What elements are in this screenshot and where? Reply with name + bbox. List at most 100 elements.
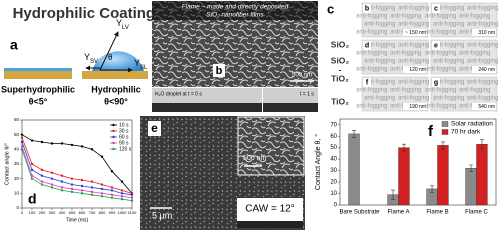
tile-text: anti-fogging [433,43,464,49]
data-point [130,193,134,196]
legend-marker [112,147,115,151]
water-film [4,68,72,71]
legend-label: Solar radiation [451,121,493,128]
frame-substrate [152,103,262,112]
error-bar [352,130,357,138]
legend-marker [112,141,115,145]
error-bar [469,164,474,173]
x-tick-label: 300 [49,210,56,215]
tile-text: anti-fogging [467,80,498,86]
legend-marker [112,135,115,139]
data-point [90,148,94,151]
symbol: Y [134,58,140,68]
y-tick-label: 50 [14,132,20,137]
tile-text: anti-fogging [398,59,429,65]
data-point [50,177,54,180]
tile-text: anti-fogging [356,14,387,20]
panel-title: Hydrophilic Coatings [13,5,164,22]
data-line [21,134,133,194]
caption: Flame – made and directly deposited [182,4,289,11]
data-point [20,133,24,136]
data-point [30,177,34,180]
row-label: TiO₂ [331,96,349,106]
error-bar [440,141,445,150]
error-bar [479,139,484,150]
x-tick-label: 500 [69,210,76,215]
data-point [80,189,84,192]
y-tick-label: 70 [330,122,337,128]
state-condition: θ<90° [104,96,128,106]
label-box [432,78,440,87]
data-point [80,145,84,148]
substrate [82,71,148,79]
x-tick-label: 400 [59,210,66,215]
error-bar [430,185,435,193]
tile-text: anti-fogging [467,43,498,49]
data-point [100,183,104,186]
legend-label: 120 s [119,146,132,152]
tile-text: anti-fogging [433,96,464,102]
symbol: Y [116,18,122,28]
row-label: SiO₂ [331,55,350,65]
subscript: LV [122,25,129,31]
data-point [20,148,24,151]
data-line [21,141,133,196]
data-point [90,180,94,183]
x-axis-label: Time (ms) [66,217,89,223]
contact-angle: CAW = 12° [245,204,294,215]
tile-text: anti-fogging [459,51,490,57]
data-point [70,143,74,147]
x-tick-label: Flame B [426,210,448,216]
label-box [432,4,440,13]
y-tick-label: 60 [330,134,337,140]
data-line [21,149,133,202]
x-tick-label: Flame A [387,210,409,216]
symbol-label: YLV [116,18,129,30]
figure: Hydrophilic Coatings a YLV YSV YSL θ Sup… [1,1,498,230]
y-tick-label: 50 [330,145,337,151]
tile-text: anti-fogging [433,59,464,65]
legend-label: 60 s [119,134,129,140]
data-point [20,145,24,148]
y-tick-label: 10 [14,191,20,196]
error-bar [391,189,396,200]
bar [348,133,360,206]
tile-label: f [366,79,369,86]
data-point [90,193,94,196]
legend-swatch [441,121,449,127]
data-line [21,137,133,194]
data-line [21,146,133,199]
symbol: Y [84,52,90,62]
label-box [403,103,427,110]
tile-label: d [365,42,369,49]
y-tick-label: 40 [330,157,337,163]
tile-label: b [365,5,369,12]
data-point [50,183,54,186]
page: Hydrophilic Coatings a YLV YSV YSL θ Sup… [0,0,500,231]
data-point [30,168,34,172]
y-axis-label: Contact angle θ/° [4,143,10,185]
tile-text: anti-fogging [398,6,429,12]
data-point [90,186,94,189]
label-box [432,41,440,50]
tile-text: anti-fogging [459,14,490,20]
tile-text: anti-fogging [425,88,456,94]
panel-label: d [28,191,37,207]
tile-text: anti-fogging [356,67,387,73]
x-tick-label: 200 [39,210,46,215]
panel-label: b [216,65,223,77]
data-point [60,189,64,192]
data-point [80,192,84,195]
legend-label: 30 s [119,128,129,134]
label-box [403,29,427,36]
state-name: Hydrophilic [91,84,141,94]
scale-label: 500 nm [292,73,312,79]
legend-label: 70 hr dark [451,129,481,136]
frame-substrate [263,103,318,112]
x-tick-label: 700 [89,210,96,215]
tile-text: anti-fogging [364,22,395,28]
y-tick-label: 40 [14,147,20,152]
tile-text: anti-fogging [390,88,421,94]
tile-text: anti-fogging [425,51,456,57]
data-point [40,168,44,172]
